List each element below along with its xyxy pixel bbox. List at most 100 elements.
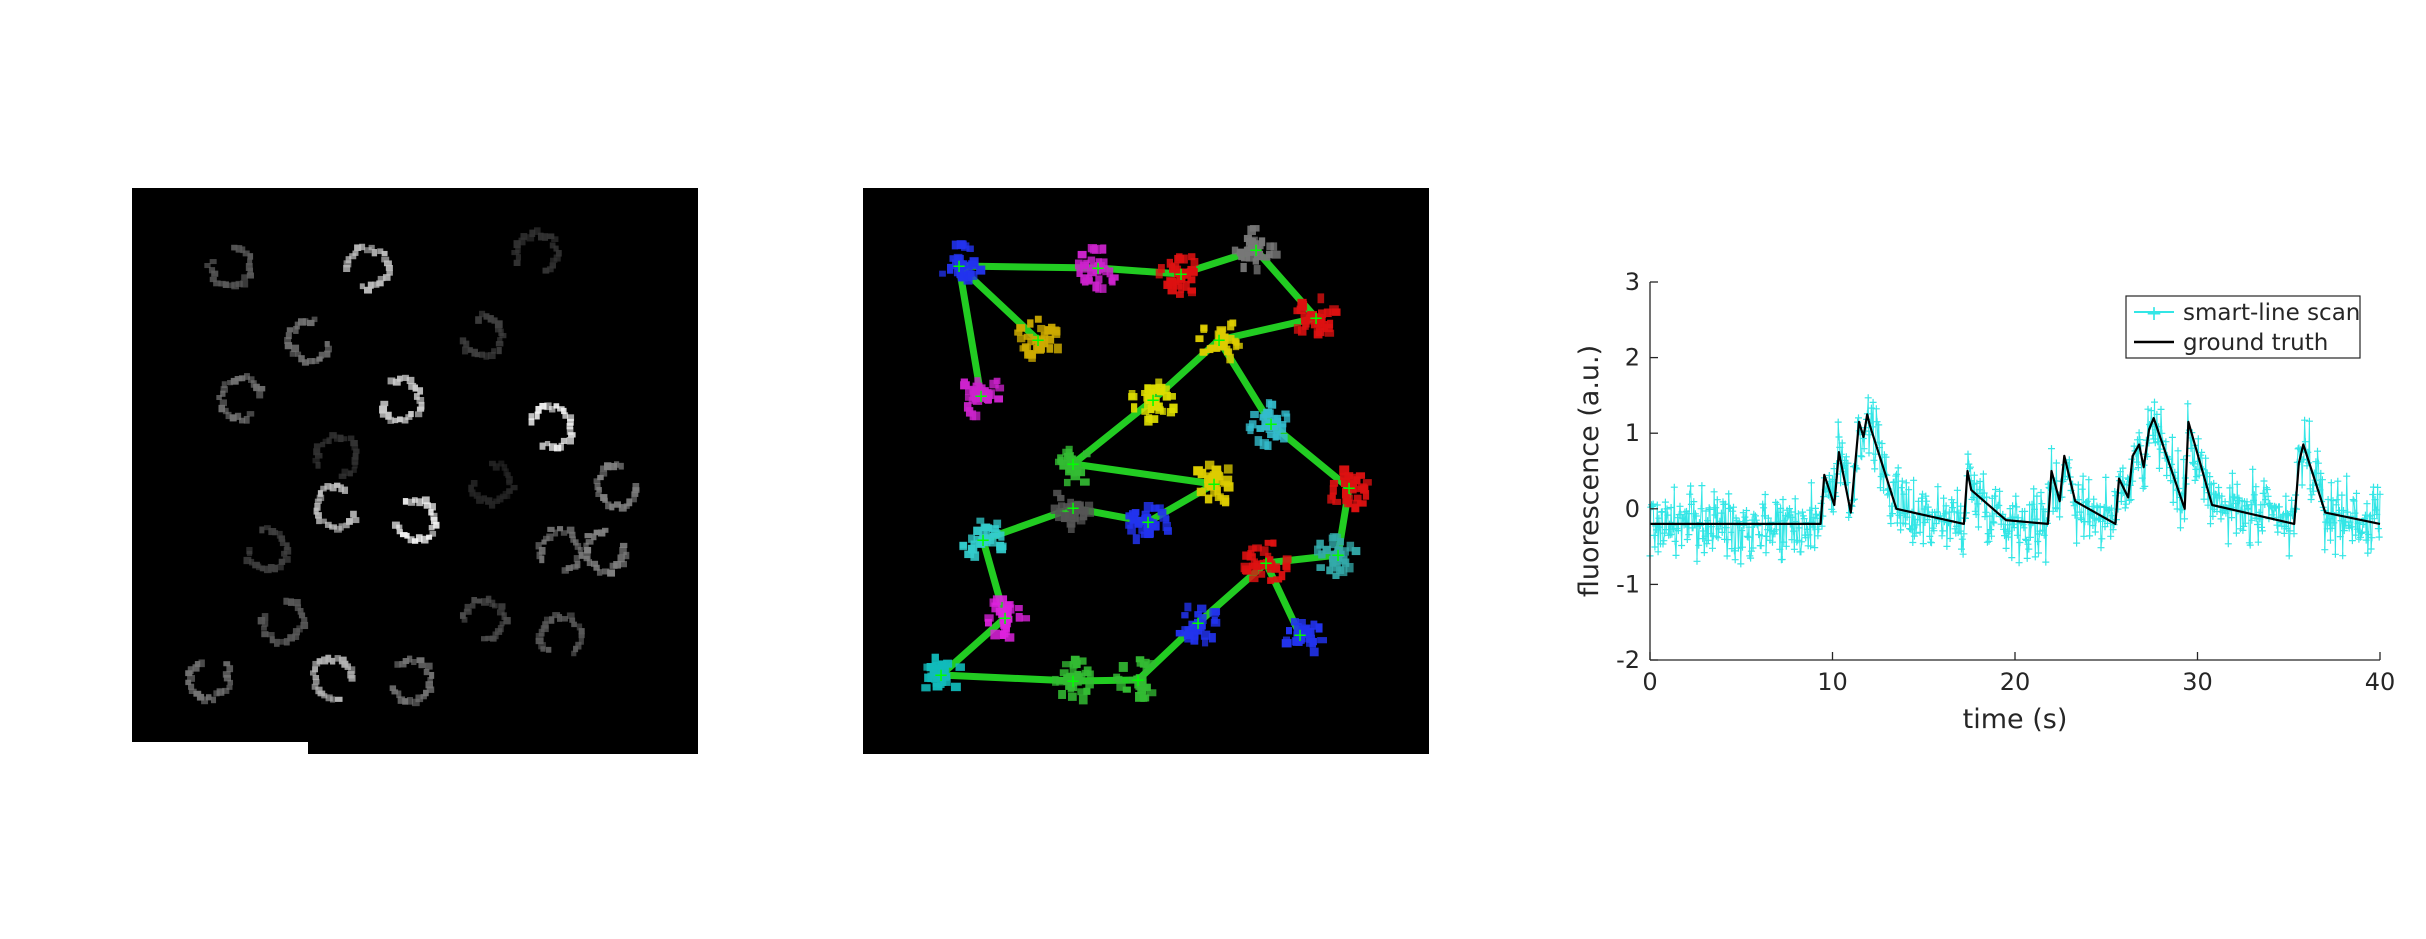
legend-measured-label: smart-line scan <box>2183 300 2360 326</box>
cell-1 <box>204 244 255 290</box>
cell-12 <box>391 496 440 544</box>
cell-8 <box>528 402 576 452</box>
legend-box <box>2125 295 2361 359</box>
truth-line <box>1650 413 2381 525</box>
segmented-cell-20: + <box>1175 602 1221 647</box>
scale-bar <box>132 742 308 754</box>
x-tick-label: 10 <box>1817 668 1848 696</box>
y-tick-label: 1 <box>1625 419 1640 447</box>
y-tick-label: -1 <box>1616 570 1640 598</box>
svg-text:+: + <box>1308 308 1323 329</box>
svg-text:+: + <box>1130 670 1145 691</box>
segmented-cell-10: + <box>1245 399 1291 451</box>
segmented-cell-12: + <box>1193 460 1234 507</box>
cell-7 <box>379 374 425 424</box>
segmented-cell-6: + <box>1014 315 1062 362</box>
svg-text:+: + <box>1065 671 1080 692</box>
y-tick-label: 0 <box>1625 495 1640 523</box>
cell-20 <box>309 654 356 703</box>
segmented-cell-17: + <box>1240 539 1292 584</box>
cell-3 <box>511 227 562 274</box>
segmented-cell-19: + <box>984 595 1031 642</box>
cell-10 <box>593 461 640 512</box>
svg-text:+: + <box>1145 390 1160 411</box>
segmented-cell-image: + + + + + + + + + + + + + + + + + + + + + + + + <box>863 188 1429 754</box>
y-axis-label: fluorescence (a.u.) <box>1574 345 1605 597</box>
measured-markers <box>1646 394 2384 568</box>
segmented-cell-3: + <box>1155 253 1199 298</box>
cell-22 <box>468 460 518 509</box>
cell-2 <box>343 243 393 294</box>
cell-11 <box>313 482 360 533</box>
segmented-cell-24: + <box>1113 656 1157 702</box>
cell-17 <box>459 595 511 642</box>
segmented-cell-16: + <box>959 517 1007 561</box>
svg-text:+: + <box>1065 454 1080 475</box>
segmented-cell-7: + <box>1195 319 1243 364</box>
x-tick-label: 0 <box>1642 668 1657 696</box>
legend-measured-marker: + <box>2146 301 2163 325</box>
svg-text:+: + <box>1090 258 1105 279</box>
segmented-cell-21: + <box>1281 618 1328 657</box>
segmented-cell-13: + <box>1327 465 1372 513</box>
x-tick-label: 30 <box>2182 668 2213 696</box>
legend: + smart-line scan ground truth <box>2125 295 2361 359</box>
colored-cell-segmentation-with-green-path: + + + + + + + + + + + + + + + + + + + + + + + + <box>921 225 1372 705</box>
segmented-cell-9: + <box>1128 378 1178 426</box>
svg-text:+: + <box>933 665 948 686</box>
cell-18 <box>535 612 585 657</box>
svg-text:+: + <box>1258 553 1273 574</box>
segmented-cell-23: + <box>1052 655 1094 705</box>
segmented-cell-11: + <box>1054 445 1091 487</box>
segmented-cell-2: + <box>1074 244 1119 293</box>
svg-text:+: + <box>1330 545 1345 566</box>
svg-text:+: + <box>1263 414 1278 435</box>
raw-cell-image <box>132 188 698 754</box>
cell-15 <box>583 527 630 577</box>
svg-text:+: + <box>997 608 1012 629</box>
legend-truth-label: ground truth <box>2183 330 2328 356</box>
y-tick-label: -2 <box>1616 646 1640 674</box>
svg-text:+: + <box>1206 474 1221 495</box>
segmented-cell-15: + <box>1125 501 1172 545</box>
y-tick-label: 3 <box>1625 268 1640 296</box>
svg-text:+: + <box>1292 625 1307 646</box>
cell-13 <box>243 525 292 574</box>
x-tick-label: 20 <box>2000 668 2031 696</box>
y-ticks: -2 -1 0 1 2 3 <box>1616 268 1658 674</box>
segmented-cell-18: + <box>1313 533 1361 580</box>
cell-16 <box>257 597 309 647</box>
svg-text:+: + <box>1030 330 1045 351</box>
svg-text:+: + <box>1211 330 1226 351</box>
svg-text:+: + <box>1140 512 1155 533</box>
measured-line <box>1649 397 2381 564</box>
svg-text:+: + <box>1341 478 1356 499</box>
x-ticks: 0 10 20 30 40 <box>1642 652 2395 696</box>
cell-6 <box>216 373 266 424</box>
svg-text:+: + <box>975 530 990 551</box>
cell-21 <box>389 655 435 707</box>
svg-text:+: + <box>1248 240 1263 261</box>
y-tick-label: 2 <box>1625 344 1640 372</box>
svg-text:+: + <box>1190 613 1205 634</box>
grayscale-cell-image-with-scale-bar <box>132 227 640 754</box>
cell-9 <box>312 432 360 479</box>
svg-text:+: + <box>1065 498 1080 519</box>
x-axis-label: time (s) <box>1963 704 2068 735</box>
cell-track-path <box>937 246 1353 685</box>
x-tick-label: 40 <box>2365 668 2396 696</box>
svg-text:+: + <box>973 386 988 407</box>
truth-series <box>1650 413 2381 525</box>
cell-14 <box>535 526 584 574</box>
svg-text:+: + <box>951 256 966 277</box>
segmented-cell-5: + <box>1293 293 1341 339</box>
plot-area <box>1646 394 2384 568</box>
cell-4 <box>284 316 332 366</box>
cell-5 <box>459 310 507 360</box>
segmented-cell-14: + <box>1050 489 1095 534</box>
segmented-cell-8: + <box>960 377 1005 421</box>
cell-19 <box>185 659 234 705</box>
fluorescence-chart: 0 10 20 30 40 -2 -1 0 1 2 3 time (s) fluorescence… <box>1574 268 2395 735</box>
segmented-cell-22: + <box>921 653 965 692</box>
